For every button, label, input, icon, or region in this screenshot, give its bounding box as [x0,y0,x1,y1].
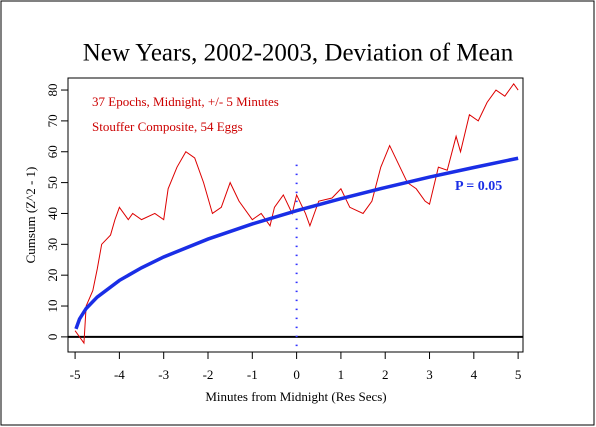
x-tick-label: 2 [382,367,389,382]
y-axis-label: Cumsum (Z^2 - 1) [23,167,38,264]
annotation: Stouffer Composite, 54 Eggs [92,119,243,134]
y-tick-label: 10 [45,300,60,313]
y-tick-label: 40 [45,207,60,220]
y-tick-label: 80 [45,84,60,97]
x-tick-label: -5 [70,367,81,382]
x-tick-label: -1 [247,367,258,382]
plot-frame [67,77,524,353]
x-tick-label: 3 [426,367,433,382]
series-line [74,83,519,345]
x-tick-label: -2 [203,367,214,382]
x-tick-label: -4 [114,367,125,382]
y-tick-label: 50 [45,176,60,189]
chart-title: New Years, 2002-2003, Deviation of Mean [83,40,514,67]
x-tick-label: 0 [293,367,300,382]
y-tick-label: 20 [45,269,60,282]
y-tick-label: 0 [45,334,60,341]
x-tick-label: -3 [158,367,169,382]
x-tick-label: 5 [515,367,522,382]
y-tick-label: 30 [45,238,60,251]
x-axis-label: Minutes from Midnight (Res Secs) [205,389,386,404]
y-tick-label: 70 [45,114,60,127]
series-label: P = 0.05 [455,179,502,194]
x-tick-label: 1 [338,367,345,382]
y-tick-label: 60 [45,145,60,158]
x-tick-label: 4 [471,367,478,382]
annotation: 37 Epochs, Midnight, +/- 5 Minutes [92,94,279,109]
series-line [74,156,519,330]
